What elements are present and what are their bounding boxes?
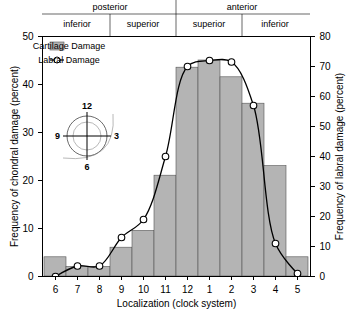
- svg-text:40: 40: [22, 79, 34, 90]
- svg-text:20: 20: [22, 175, 34, 186]
- svg-text:0: 0: [28, 271, 34, 282]
- svg-text:3: 3: [114, 131, 119, 141]
- svg-text:6: 6: [84, 162, 89, 172]
- svg-text:50: 50: [22, 30, 34, 42]
- svg-text:Labral Damage: Labral Damage: [38, 55, 100, 65]
- svg-text:superior: superior: [193, 19, 226, 29]
- svg-text:20: 20: [320, 211, 332, 222]
- svg-text:12: 12: [82, 101, 92, 111]
- svg-text:4: 4: [273, 284, 279, 295]
- svg-text:posterior: posterior: [92, 2, 127, 12]
- svg-text:80: 80: [320, 31, 332, 42]
- svg-text:Frequency of labral damage (pe: Frequency of labral damage (percent): [334, 73, 345, 240]
- svg-text:superior: superior: [127, 19, 160, 29]
- svg-text:3: 3: [251, 284, 257, 295]
- svg-text:9: 9: [119, 284, 125, 295]
- svg-text:30: 30: [22, 127, 34, 138]
- svg-text:Cartilage Damage: Cartilage Damage: [33, 41, 106, 51]
- svg-text:anterior: anterior: [227, 2, 258, 12]
- svg-text:8: 8: [97, 284, 103, 295]
- svg-text:inferior: inferior: [63, 19, 91, 29]
- svg-text:11: 11: [160, 284, 171, 295]
- svg-text:Localization (clock system): Localization (clock system): [117, 298, 236, 309]
- svg-text:70: 70: [320, 61, 332, 72]
- svg-text:50: 50: [320, 121, 332, 132]
- svg-text:1: 1: [207, 284, 213, 295]
- svg-text:12: 12: [182, 284, 194, 295]
- svg-text:inferior: inferior: [261, 19, 289, 29]
- svg-text:9: 9: [55, 131, 60, 141]
- svg-text:0: 0: [320, 271, 326, 282]
- svg-text:7: 7: [75, 284, 81, 295]
- svg-text:5: 5: [295, 284, 301, 295]
- svg-text:30: 30: [320, 181, 332, 192]
- svg-text:10: 10: [320, 241, 332, 252]
- svg-text:Frequency of chondral damage (: Frequency of chondral damage (percent): [9, 66, 20, 247]
- svg-text:60: 60: [320, 91, 332, 102]
- svg-text:2: 2: [229, 284, 235, 295]
- svg-text:10: 10: [22, 223, 34, 234]
- svg-text:40: 40: [320, 151, 332, 162]
- svg-text:6: 6: [53, 284, 59, 295]
- svg-text:10: 10: [138, 284, 150, 295]
